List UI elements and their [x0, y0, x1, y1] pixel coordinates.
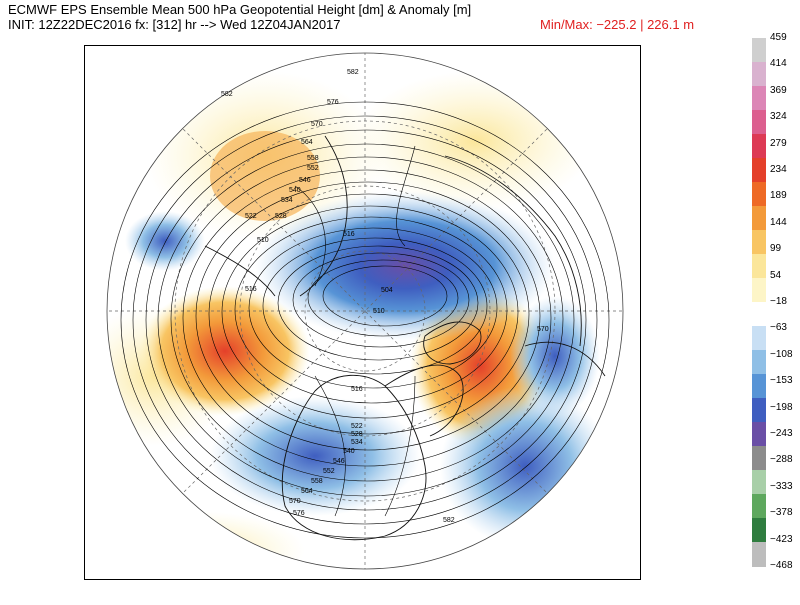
contour-label: 558	[311, 478, 323, 485]
asia-east-coast	[299, 135, 348, 297]
colorbar-label: −468	[770, 560, 793, 571]
contour-label: 570	[289, 498, 301, 505]
colorbar-segment	[752, 518, 766, 543]
contour-label: 564	[301, 139, 313, 146]
colorbar-segment	[752, 374, 766, 399]
contour-label: 534	[281, 197, 293, 204]
anomaly-positive-pacific-south	[107, 511, 305, 569]
colorbar-segment	[752, 38, 766, 63]
contour-label: 546	[299, 177, 311, 184]
anomaly-shading	[107, 71, 610, 569]
colorbar-label: −333	[770, 480, 793, 492]
colorbar-label: 414	[770, 58, 787, 70]
contour-label: 570	[311, 121, 323, 128]
contour-label: 540	[343, 448, 355, 455]
colorbar-segment	[752, 254, 766, 279]
colorbar-segment	[752, 422, 766, 447]
contour-label: 510	[257, 237, 269, 244]
contour-label: 558	[307, 155, 319, 162]
graticule	[107, 53, 623, 569]
height-contours	[120, 101, 610, 539]
colorbar-segment	[752, 62, 766, 87]
colorbar-label: −153	[770, 375, 793, 387]
contour-label: 522	[245, 213, 257, 220]
colorbar-label: −63	[770, 322, 787, 334]
contour-label: 534	[351, 439, 363, 446]
contour-label: 540	[289, 187, 301, 194]
colorbar-segment	[752, 446, 766, 471]
colorbar-label: 324	[770, 111, 787, 123]
colorbar-segment	[752, 398, 766, 423]
contour-labels: 582 576 570 564 558 552 546 540 534 528 …	[221, 69, 549, 524]
contour-label: 516	[343, 231, 355, 238]
colorbar-label: 54	[770, 269, 782, 281]
greenland-canada-outline	[384, 364, 464, 437]
contour-label: 582	[443, 517, 455, 524]
colorbar-label: 459	[770, 32, 787, 43]
colorbar-label: 234	[770, 164, 787, 175]
colorbar-segment	[752, 230, 766, 255]
colorbar-segment	[752, 494, 766, 519]
anomaly-colorbar	[752, 38, 766, 567]
contour-label: 546	[333, 458, 345, 465]
contour-label: 564	[301, 488, 313, 495]
contour-label: 576	[293, 510, 305, 517]
contour-label: 528	[351, 431, 363, 438]
colorbar-segment	[752, 326, 766, 351]
contour-label: 516	[245, 286, 257, 293]
coastlines	[204, 135, 606, 541]
europe-coast	[524, 341, 606, 377]
colorbar-label: −288	[770, 454, 793, 466]
chart-title: ECMWF EPS Ensemble Mean 500 hPa Geopoten…	[8, 2, 472, 17]
colorbar-segment	[752, 158, 766, 183]
contour-label: 528	[275, 213, 287, 220]
contour-label: 510	[373, 308, 385, 315]
aleutians	[204, 245, 276, 297]
greenland-outline	[423, 321, 482, 365]
min-max-readout: Min/Max: −225.2 | 226.1 m	[540, 17, 695, 32]
contour-label: 504	[381, 287, 393, 294]
colorbar-label: −108	[770, 348, 793, 360]
north-america-outline	[281, 374, 427, 541]
colorbar-segment	[752, 206, 766, 231]
colorbar-segment	[752, 542, 766, 567]
contour-label: 516	[351, 386, 363, 393]
contour-label: 582	[347, 69, 359, 76]
colorbar-label: 99	[770, 243, 782, 255]
colorbar-segment	[752, 182, 766, 207]
map-panel: 582 576 570 564 558 552 546 540 534 528 …	[84, 45, 641, 580]
anomaly-negative-north-america	[210, 396, 420, 516]
contour-label: 552	[323, 468, 335, 475]
contour-label: 576	[327, 99, 339, 106]
colorbar-label: 369	[770, 84, 787, 96]
polar-stereographic-map: 582 576 570 564 558 552 546 540 534 528 …	[106, 52, 624, 570]
colorbar-segment	[752, 134, 766, 159]
contour-label: 582	[221, 91, 233, 98]
colorbar-segment	[752, 302, 766, 327]
colorbar-segment	[752, 110, 766, 135]
colorbar-segment	[752, 86, 766, 111]
colorbar-segment	[752, 350, 766, 375]
contour-label: 570	[537, 326, 549, 333]
colorbar-label: −18	[770, 296, 787, 307]
colorbar-label: −423	[770, 533, 793, 545]
contour-label: 552	[307, 165, 319, 172]
colorbar-label: 144	[770, 216, 787, 228]
init-forecast-line: INIT: 12Z22DEC2016 fx: [312] hr --> Wed …	[8, 17, 341, 32]
colorbar-segment	[752, 470, 766, 495]
contour-label: 522	[351, 423, 363, 430]
colorbar-label: 189	[770, 190, 787, 202]
colorbar-label: −243	[770, 428, 793, 439]
eurasia-coast	[444, 155, 582, 347]
map-boundary	[106, 52, 624, 570]
anomaly-positive-gulf-of-alaska	[140, 286, 310, 416]
colorbar-segment	[752, 278, 766, 303]
colorbar-label: 279	[770, 137, 787, 149]
colorbar-label: −378	[770, 507, 793, 519]
colorbar-label: −198	[770, 401, 793, 413]
